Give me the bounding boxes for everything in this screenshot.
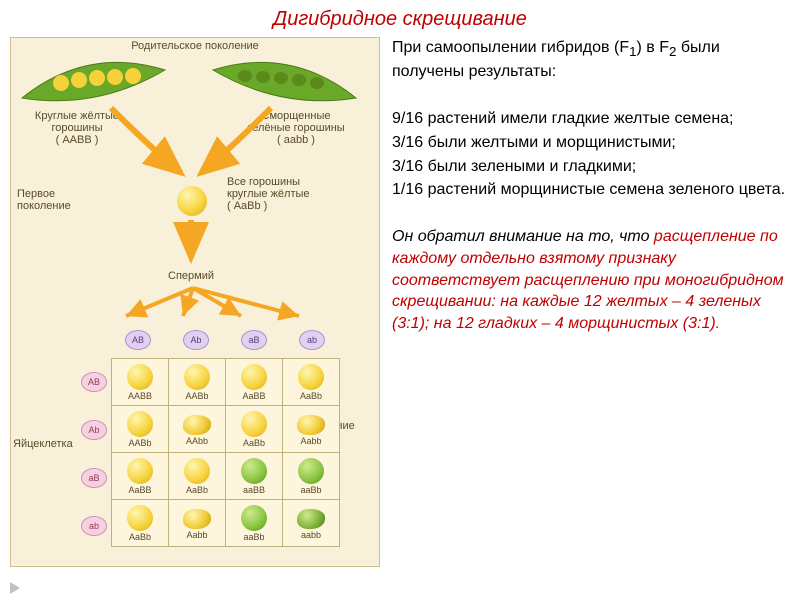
- genotype-label: AaBb: [169, 485, 225, 495]
- pea: [127, 505, 153, 531]
- punnett-cell: aaBb: [226, 500, 283, 547]
- punnett-cell: AaBB: [112, 453, 169, 500]
- genotype-label: AABb: [112, 438, 168, 448]
- pea: [183, 509, 211, 529]
- label-egg: Яйцеклетка: [13, 438, 79, 450]
- genotype-label: AaBB: [226, 391, 282, 401]
- punnett-cell: aabb: [283, 500, 340, 547]
- genotype-label: aaBb: [283, 485, 339, 495]
- punnett-square: AABBAABbAaBBAaBbAABbAAbbAaBbAabbAaBBAaBb…: [111, 358, 340, 547]
- emphasis-paragraph: Он обратил внимание на то, что расщеплен…: [392, 226, 790, 334]
- t: Он обратил внимание на то, что: [392, 228, 654, 245]
- t: При самоопылении гибридов (F: [392, 39, 629, 56]
- genotype-label: AaBb: [112, 532, 168, 542]
- genotype-label: aaBb: [226, 532, 282, 542]
- punnett-cell: Aabb: [283, 406, 340, 453]
- pea: [297, 509, 325, 529]
- ratio-line-2: 3/16 были желтыми и морщинистыми;: [392, 132, 790, 154]
- label-sperm: Спермий: [151, 270, 231, 282]
- genotype-label: aaBB: [226, 485, 282, 495]
- genotype-label: aabb: [283, 530, 339, 540]
- pea: [127, 411, 153, 437]
- punnett-cell: AaBb: [226, 406, 283, 453]
- pea: [184, 364, 210, 390]
- punnett-cell: AABb: [112, 406, 169, 453]
- punnett-cell: AaBb: [169, 453, 226, 500]
- t: круглые жёлтые: [227, 188, 310, 200]
- slide-title: Дигибридное скрещивание: [0, 0, 800, 37]
- t: ( AaBb ): [227, 200, 267, 212]
- ratio-line-4: 1/16 растений морщинистые семена зеленог…: [392, 179, 790, 201]
- pea: [241, 505, 267, 531]
- egg-gamete: ab: [81, 516, 107, 536]
- label-f1-desc: Все горошины круглые жёлтые ( AaBb ): [227, 176, 347, 212]
- pea: [183, 415, 211, 435]
- ratio-line-1: 9/16 растений имели гладкие желтые семен…: [392, 108, 790, 130]
- genotype-label: AAbb: [169, 436, 225, 446]
- pea: [127, 364, 153, 390]
- punnett-cell: AaBb: [283, 359, 340, 406]
- f1-pea: [177, 186, 207, 216]
- pea: [298, 458, 324, 484]
- sperm-gamete: aB: [241, 330, 267, 350]
- punnett-cell: Aabb: [169, 500, 226, 547]
- punnett-cell: aaBB: [226, 453, 283, 500]
- t: Все горошины: [227, 176, 300, 188]
- pea: [241, 364, 267, 390]
- egg-gamete: Ab: [81, 420, 107, 440]
- arrow-f1-down: [161, 218, 221, 268]
- genotype-label: AaBb: [283, 391, 339, 401]
- genotype-label: Aabb: [283, 436, 339, 446]
- sperm-gamete: Ab: [183, 330, 209, 350]
- sperm-gamete: ab: [299, 330, 325, 350]
- t: ) в F: [637, 39, 670, 56]
- pea: [184, 458, 210, 484]
- egg-gamete: AB: [81, 372, 107, 392]
- punnett-cell: AaBB: [226, 359, 283, 406]
- pea: [127, 458, 153, 484]
- arrow-split-sperm: [111, 286, 341, 326]
- ratio-line-3: 3/16 были зелеными и гладкими;: [392, 156, 790, 178]
- play-icon[interactable]: [10, 582, 20, 594]
- punnett-cell: AABB: [112, 359, 169, 406]
- content-row: Родительское поколение Круглые жёлтые го…: [0, 37, 800, 567]
- diagram-panel: Родительское поколение Круглые жёлтые го…: [10, 37, 380, 567]
- genotype-label: AaBb: [226, 438, 282, 448]
- label-parent-gen: Родительское поколение: [11, 40, 379, 52]
- punnett-cell: AABb: [169, 359, 226, 406]
- punnett-cell: aaBb: [283, 453, 340, 500]
- punnett-cell: AaBb: [112, 500, 169, 547]
- punnett-cell: AAbb: [169, 406, 226, 453]
- label-first-gen: Первое поколение: [17, 188, 107, 212]
- genotype-label: Aabb: [169, 530, 225, 540]
- pea: [297, 415, 325, 435]
- pea: [241, 411, 267, 437]
- intro-line: При самоопылении гибридов (F1) в F2 были…: [392, 37, 790, 83]
- pea: [241, 458, 267, 484]
- egg-gamete: aB: [81, 468, 107, 488]
- genotype-label: AaBB: [112, 485, 168, 495]
- genotype-label: AABB: [112, 391, 168, 401]
- text-panel: При самоопылении гибридов (F1) в F2 были…: [380, 37, 790, 567]
- sub: 1: [629, 44, 636, 59]
- genotype-label: AABb: [169, 391, 225, 401]
- sperm-gamete: AB: [125, 330, 151, 350]
- pea: [298, 364, 324, 390]
